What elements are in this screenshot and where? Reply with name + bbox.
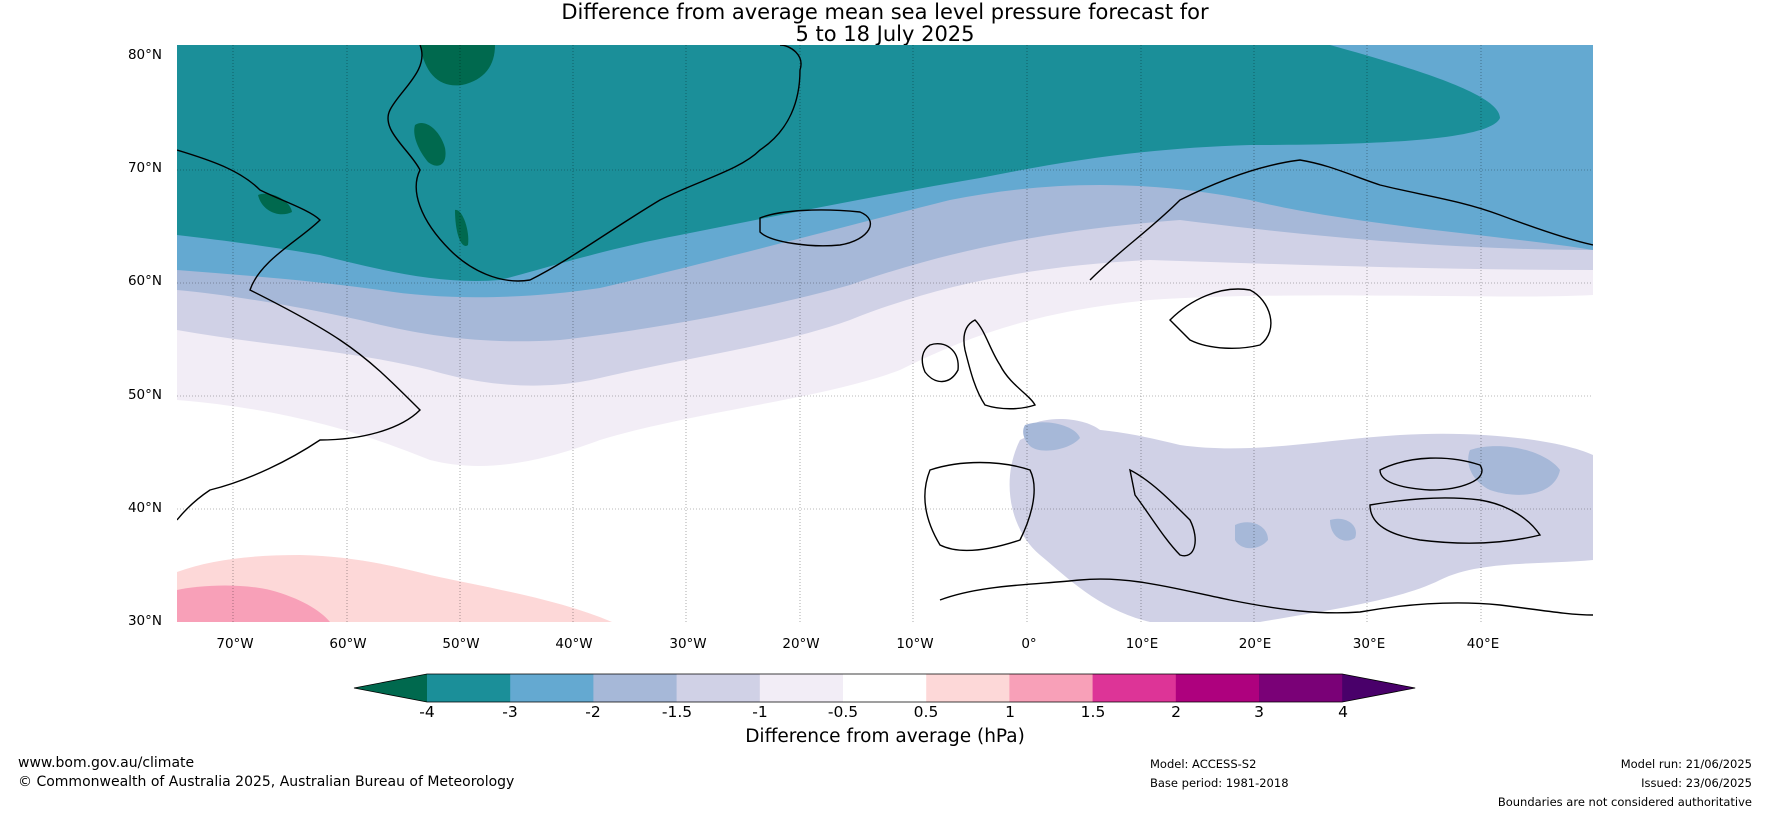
- colorbar-title: Difference from average (hPa): [745, 726, 1025, 747]
- lon-label: 10°W: [896, 636, 934, 652]
- lon-label: 0°: [1021, 636, 1037, 652]
- lat-label: 60°N: [127, 273, 162, 289]
- anomaly-band-below-minus4: [258, 193, 292, 215]
- colorbar-tick-label: -4: [419, 703, 435, 721]
- lon-label: 20°W: [782, 636, 820, 652]
- lon-label: 40°W: [555, 636, 593, 652]
- lat-label: 50°N: [127, 387, 162, 403]
- colorbar-segment: [1009, 674, 1094, 702]
- coastline-north-africa: [939, 578, 1593, 616]
- coastline-black-sea: [1379, 457, 1483, 491]
- colorbar-tick-label: -3: [502, 703, 518, 721]
- issued-date: Issued: 23/06/2025: [1641, 776, 1752, 790]
- graticule: [177, 45, 1593, 622]
- colorbar: [353, 673, 1416, 703]
- colorbar-segment: [1092, 674, 1177, 702]
- colorbar-outline: [353, 673, 1416, 703]
- coastline-canada: [177, 149, 421, 521]
- lat-label: 70°N: [127, 160, 162, 176]
- colorbar-segment: [926, 674, 1010, 702]
- copyright-text: © Commonwealth of Australia 2025, Austra…: [18, 774, 515, 790]
- colorbar-extend-low: [354, 674, 427, 702]
- coastline-ireland: [921, 343, 959, 383]
- anomaly-band-plus1: [177, 585, 330, 622]
- coastline-turkey: [1369, 497, 1542, 544]
- anomaly-band-minus2: [1330, 518, 1356, 541]
- chart-title-line1: Difference from average mean sea level p…: [561, 0, 1209, 24]
- coastline-iceland: [759, 209, 872, 247]
- chart-title-line2: 5 to 18 July 2025: [795, 22, 975, 46]
- lon-label: 60°W: [329, 636, 367, 652]
- colorbar-tick-label: -1: [752, 703, 768, 721]
- coastline-baltic: [1169, 288, 1272, 349]
- lat-label: 40°N: [127, 500, 162, 516]
- anomaly-band-below-minus4: [420, 45, 495, 86]
- colorbar-segment: [593, 674, 678, 702]
- anomaly-band-minus1-5: [1009, 428, 1593, 622]
- lon-label: 40°E: [1466, 636, 1500, 652]
- colorbar-segment: [510, 674, 594, 702]
- anomaly-band-minus4: [177, 45, 1500, 281]
- anomaly-band-minus2: [1468, 446, 1560, 495]
- colorbar-tick-label: -1.5: [661, 703, 693, 721]
- lon-label: 50°W: [442, 636, 480, 652]
- lon-label: 30°W: [669, 636, 707, 652]
- lon-label: 10°E: [1125, 636, 1159, 652]
- base-period: Base period: 1981-2018: [1150, 776, 1289, 790]
- coastlines: [177, 45, 1593, 616]
- coastline-greenland: [387, 45, 802, 282]
- colorbar-tick-label: -0.5: [827, 703, 859, 721]
- model-run: Model run: 21/06/2025: [1620, 757, 1752, 771]
- lon-label: 20°E: [1238, 636, 1272, 652]
- colorbar-segment: [1175, 674, 1260, 702]
- coastline-italy: [1129, 468, 1196, 557]
- coastline-iberia: [924, 461, 1035, 552]
- colorbar-segment: [843, 674, 927, 702]
- coastline-norway: [1089, 159, 1593, 281]
- colorbar-tick-label: 0.5: [913, 703, 939, 721]
- lon-label: 70°W: [216, 636, 254, 652]
- colorbar-segment: [759, 674, 844, 702]
- colorbar-extend-high: [1342, 674, 1416, 702]
- anomaly-band-minus2: [1235, 522, 1268, 549]
- lat-label: 30°N: [127, 613, 162, 629]
- anomaly-field: [177, 45, 1593, 622]
- colorbar-segment: [1259, 674, 1343, 702]
- colorbar-tick-label: 3: [1254, 703, 1264, 721]
- colorbar-tick-label: 4: [1338, 703, 1348, 721]
- colorbar-tick-label: 1: [1005, 703, 1015, 721]
- colorbar-tick-label: 2: [1171, 703, 1181, 721]
- lon-label: 30°E: [1352, 636, 1386, 652]
- anomaly-band-below-minus4: [455, 209, 469, 246]
- disclaimer: Boundaries are not considered authoritat…: [1497, 795, 1752, 809]
- colorbar-segment: [676, 674, 761, 702]
- colorbar-segment: [427, 674, 511, 702]
- website-link[interactable]: www.bom.gov.au/climate: [18, 755, 195, 771]
- anomaly-band-minus2: [1023, 422, 1080, 451]
- lat-label: 80°N: [127, 47, 162, 63]
- anomaly-band-below-minus4: [414, 122, 446, 166]
- coastline-britain: [963, 319, 1036, 410]
- colorbar-tick-label: -2: [585, 703, 601, 721]
- model-name: Model: ACCESS-S2: [1150, 757, 1257, 771]
- colorbar-tick-label: 1.5: [1080, 703, 1106, 721]
